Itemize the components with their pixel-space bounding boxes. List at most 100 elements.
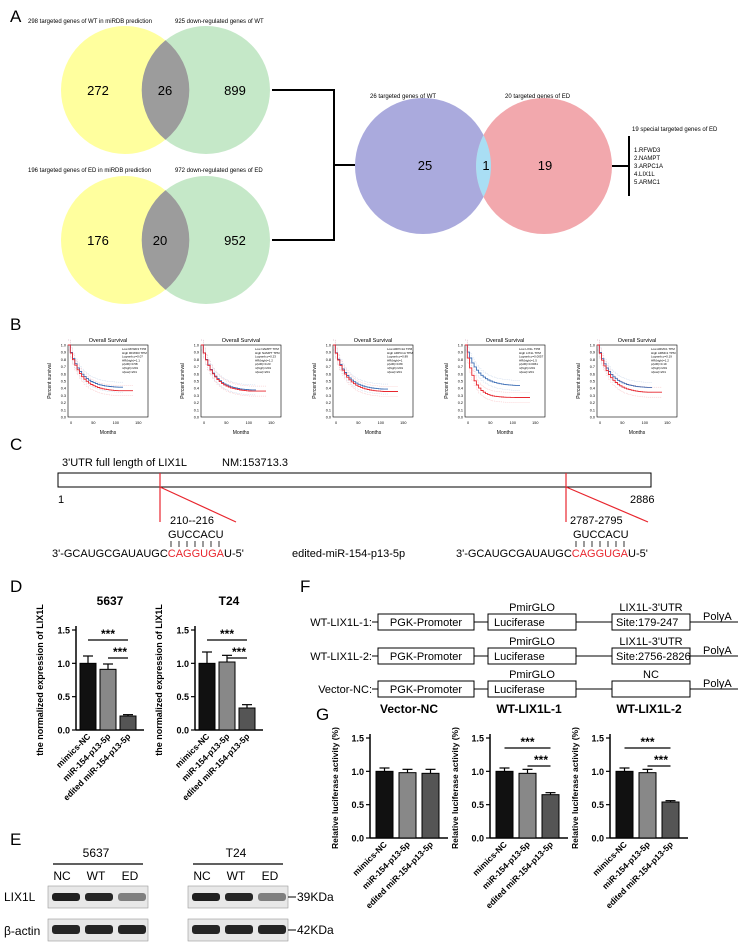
survival-xlabel: Months <box>629 430 646 436</box>
survival-curve-high <box>465 344 530 398</box>
survival-ytick: 1.0 <box>194 344 199 348</box>
survival-xtick: 100 <box>113 421 119 425</box>
survival-ytick: 0.4 <box>326 387 331 391</box>
bar-chart-ytick: 0.5 <box>351 800 364 810</box>
construct-wt-lix1l-2: WT-LIX1L-2: PGK-Promoter PmirGLO Luciferase… <box>310 636 738 665</box>
mirna-seq-2: 3'-GCAUGCGAUAUGCCAGGUGAU-5' <box>456 548 648 560</box>
utr-title: 3'UTR full length of LIX1L <box>62 457 187 469</box>
survival-legend-line: High NAMPT TPM <box>255 351 280 355</box>
venn-top: 298 targeted genes of WT in miRDB predic… <box>28 19 270 154</box>
survival-ytick: 0.5 <box>458 380 463 384</box>
survival-ytick: 0.1 <box>326 408 331 412</box>
bar-chart-ytick: 1.0 <box>471 767 484 777</box>
survival-ylabel: Percent survival <box>576 363 582 399</box>
survival-ytick: 0.5 <box>61 380 66 384</box>
construct-promoter-box <box>377 680 475 698</box>
panel-label-g: G <box>316 705 329 724</box>
survival-plot-rfwd3: Overall Survival Percent survival Months 0.… <box>47 338 149 436</box>
construct-name: WT-LIX1L-2: <box>310 651 372 663</box>
construct-luciferase: Luciferase <box>494 651 545 663</box>
survival-curve-high <box>333 344 398 392</box>
survival-ytick: 1.0 <box>326 344 331 348</box>
construct-promoter: PGK-Promoter <box>390 617 462 629</box>
mirna-seq-2-seed: CAGGUGA <box>572 548 629 560</box>
blot-lane-label: WT <box>87 869 106 883</box>
bar-chart-ytick: 0.0 <box>471 834 484 844</box>
construct-name: Vector-NC: <box>318 684 372 696</box>
survival-ci-upper <box>201 339 266 387</box>
survival-xtick: 150 <box>664 421 670 425</box>
survival-ci-lower <box>465 349 520 391</box>
bar-chart-5637: 5637 the normalized expression of LIX1L 0.… <box>35 594 144 803</box>
construct-promoter-box <box>377 647 475 665</box>
survival-ytick: 0.1 <box>61 408 66 412</box>
survival-legend-line: High RFWD3 TPM <box>122 351 147 355</box>
survival-ytick: 0.3 <box>61 394 66 398</box>
venn-right-left-count: 25 <box>418 158 432 173</box>
survival-ytick: 0.6 <box>590 372 595 376</box>
survival-curve-high <box>68 344 133 392</box>
survival-legend-line: n(low)=201 <box>387 370 402 374</box>
bar-chart-ytick: 0.5 <box>471 800 484 810</box>
survival-xlabel: Months <box>100 430 117 436</box>
construct-utr-box <box>611 680 691 698</box>
survival-xtick: 0 <box>70 421 72 425</box>
venn-right-right-circle <box>476 98 612 234</box>
survival-xtick: 50 <box>356 421 360 425</box>
bar-chart-vector-nc: Vector-NC Relative luciferase activity (%… <box>330 702 448 911</box>
survival-ytick: 0.5 <box>590 380 595 384</box>
survival-ytick: 0.7 <box>61 365 66 369</box>
survival-legend-line: High LIX1L TPM <box>519 351 541 355</box>
survival-title: Overall Survival <box>618 338 657 344</box>
survival-ci-lower <box>68 349 133 396</box>
bar-edited-mir-154-p13-5p <box>661 801 680 839</box>
significance-star-2: *** <box>534 753 548 767</box>
kda-label-1: 39KDa <box>297 890 334 904</box>
constructs: WT-LIX1L-1: PGK-Promoter PmirGLO Luciferase… <box>310 602 738 698</box>
survival-ci-upper <box>201 339 256 386</box>
band-lix1l <box>118 893 146 901</box>
survival-ytick: 0.6 <box>458 372 463 376</box>
panel-label-a: A <box>10 7 22 26</box>
survival-xtick: 150 <box>268 421 274 425</box>
survival-ytick: 0.2 <box>194 401 199 405</box>
survival-legend-line: Logrank p=0.0057 <box>519 355 544 359</box>
construct-utr-box <box>611 613 691 631</box>
bar-charts-d: 5637 the normalized expression of LIX1L 0.… <box>35 594 263 803</box>
survival-ytick: 0.8 <box>458 358 463 362</box>
band-actin <box>258 925 286 934</box>
venn-bottom: 196 targeted genes of ED in miRDB predic… <box>28 168 270 304</box>
survival-legend-line: p(HR)=0.0061 <box>519 362 538 366</box>
venn-top-overlap-count: 26 <box>158 83 172 98</box>
bar-edited-mir-154-p13-5p <box>119 715 137 731</box>
bar-chart-ylabel: the normalized expression of LIX1L <box>35 604 45 756</box>
venn-bottom-label-left: 196 targeted genes of ED in miRDB predic… <box>28 168 151 174</box>
site2-marker-diag <box>565 486 649 523</box>
survival-legend-line: High ARPC1A TPM <box>387 351 413 355</box>
construct-luciferase-box <box>487 613 577 631</box>
bar-chart-t24: T24 the normalized expression of LIX1L 0.0… <box>154 594 263 803</box>
venn-top-overlap <box>141 40 190 140</box>
survival-ci-upper <box>68 339 123 383</box>
band-lix1l <box>225 893 253 901</box>
survival-ytick: 0.5 <box>194 380 199 384</box>
site1-target-seq: GUCCACU <box>168 529 224 541</box>
band-lix1l <box>258 893 286 901</box>
survival-legend-line: n(high)=201 <box>122 366 138 370</box>
construct-utr-site: Site:179-247 <box>616 617 678 629</box>
venn-right-left-circle <box>355 98 491 234</box>
survival-legend-line: Logrank p=0.89 <box>387 355 408 359</box>
survival-legend-line: p(HR)=0.89 <box>387 362 403 366</box>
bar-chart-title: WT-LIX1L-2 <box>616 702 682 716</box>
construct-vector-nc: Vector-NC: PGK-Promoter PmirGLO Luciferase N… <box>318 669 738 698</box>
survival-legend-line: n(low)=201 <box>255 370 270 374</box>
survival-ytick: 0.9 <box>326 351 331 355</box>
construct-promoter: PGK-Promoter <box>390 684 462 696</box>
survival-ci-lower <box>597 349 652 393</box>
survival-ytick: 0.8 <box>590 358 595 362</box>
blot-t24: T24 NC WT ED <box>187 846 289 942</box>
bar-chart-ytick: 0.0 <box>351 834 364 844</box>
significance-star-1: *** <box>640 735 654 749</box>
survival-ytick: 0.0 <box>326 416 331 420</box>
